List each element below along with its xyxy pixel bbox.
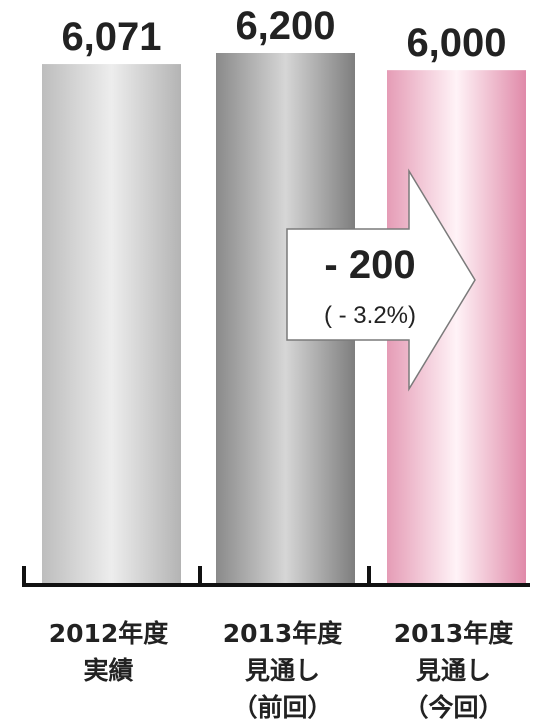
- difference-percent: ( - 3.2%): [324, 302, 416, 329]
- bar-value-label-3: 6,000: [406, 21, 506, 65]
- category-label-1-line-1: 2012年度: [49, 619, 169, 648]
- category-label-1-line-2: 実績: [83, 656, 133, 685]
- difference-value: - 200: [324, 243, 415, 287]
- value-labels-group: 6,071 6,200 6,000: [61, 4, 506, 65]
- category-label-2-line-2: 見通し: [245, 656, 320, 685]
- category-label-2-line-1: 2013年度: [223, 619, 343, 648]
- bar-1: [42, 64, 181, 585]
- category-label-3-line-1: 2013年度: [394, 619, 514, 648]
- right-arrow-shape: [286, 168, 476, 392]
- x-axis: [22, 566, 530, 587]
- category-label-3-line-2: 見通し: [416, 656, 491, 685]
- bars-group: [42, 53, 526, 585]
- bar-value-label-2: 6,200: [235, 4, 335, 48]
- category-label-2-line-3: （前回）: [232, 693, 332, 722]
- category-label-3-line-3: （今回）: [403, 693, 503, 722]
- difference-callout: - 200 ( - 3.2%): [286, 168, 476, 392]
- bar-value-label-1: 6,071: [61, 15, 161, 59]
